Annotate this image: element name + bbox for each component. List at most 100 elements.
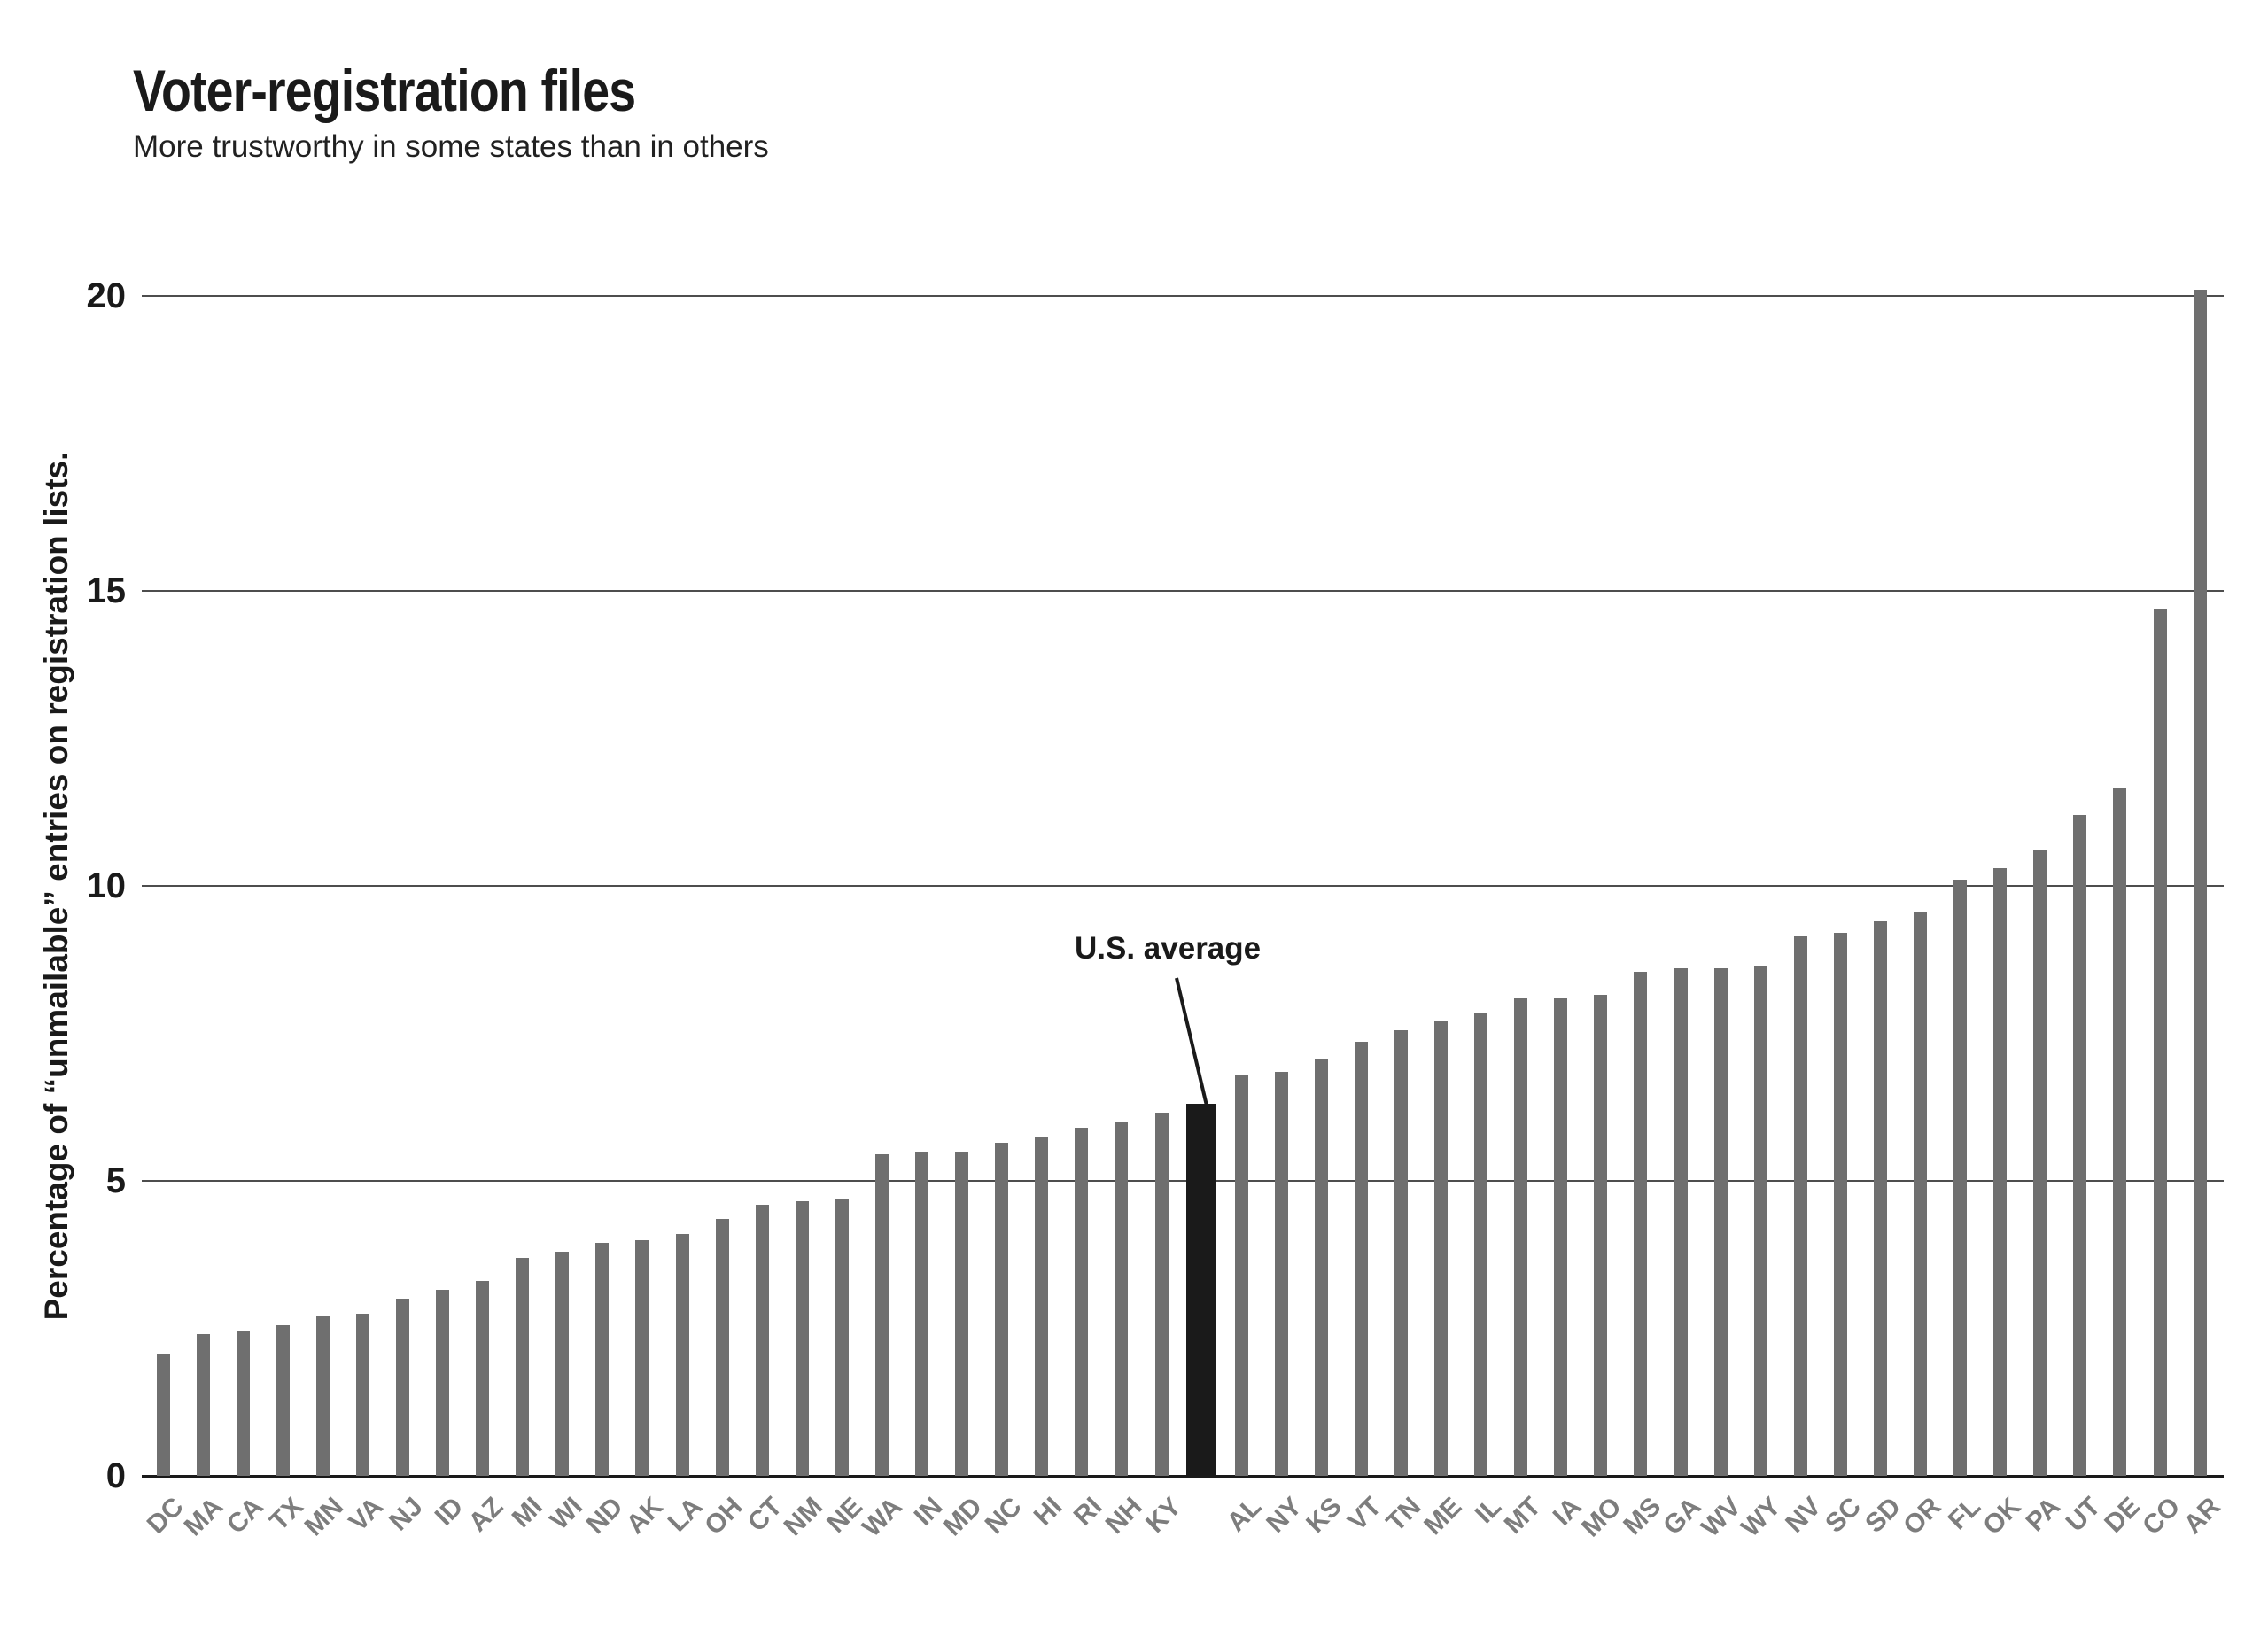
- x-label-az: AZ: [462, 1492, 509, 1538]
- x-label-wa: WA: [857, 1492, 908, 1543]
- x-label-sd: SD: [1859, 1492, 1907, 1539]
- us-average-annotation: U.S. average: [1075, 931, 1262, 966]
- bar-ne: [835, 1198, 849, 1476]
- x-label-mi: MI: [507, 1492, 549, 1533]
- bar-wv: [1713, 968, 1728, 1476]
- x-label-pa: PA: [2020, 1492, 2067, 1538]
- bar-id: [436, 1290, 450, 1476]
- x-label-or: OR: [1897, 1492, 1946, 1541]
- gridline-0: [142, 1475, 2224, 1478]
- bar-sc: [1833, 933, 1847, 1476]
- bar-mi: [516, 1257, 530, 1476]
- x-label-ut: UT: [2060, 1492, 2107, 1538]
- x-label-ks: KS: [1300, 1492, 1348, 1539]
- bar-ga: [1674, 968, 1688, 1476]
- bar-mo: [1594, 995, 1608, 1476]
- bar-de: [2113, 788, 2127, 1476]
- x-label-vt: VT: [1342, 1492, 1387, 1537]
- gridline-10: [142, 885, 2224, 887]
- bar-ok: [1993, 868, 2008, 1476]
- bar-ms: [1634, 971, 1648, 1476]
- y-tick-label-15: 15: [86, 571, 127, 610]
- bar-ks: [1314, 1060, 1328, 1476]
- bar-sd: [1873, 920, 1887, 1476]
- bar-tx: [276, 1325, 290, 1476]
- bar-ky: [1154, 1113, 1169, 1476]
- x-label-ri: RI: [1068, 1492, 1108, 1532]
- bar-vt: [1354, 1042, 1368, 1476]
- x-label-ny: NY: [1260, 1492, 1308, 1539]
- gridline-20: [142, 295, 2224, 297]
- bar-ca: [236, 1331, 250, 1476]
- bar-nh: [1115, 1122, 1129, 1476]
- bar-il: [1474, 1013, 1488, 1476]
- x-label-nj: NJ: [384, 1492, 429, 1537]
- bar-dc: [156, 1354, 170, 1476]
- bar-wi: [555, 1251, 570, 1476]
- x-label-de: DE: [2099, 1492, 2147, 1539]
- bar-oh: [715, 1219, 729, 1476]
- x-label-me: ME: [1418, 1492, 1467, 1541]
- x-label-al: AL: [1221, 1492, 1268, 1538]
- bar-nm: [795, 1201, 809, 1476]
- bar-co: [2153, 608, 2167, 1476]
- y-tick-label-20: 20: [86, 276, 127, 315]
- bar-ri: [1075, 1128, 1089, 1476]
- gridline-15: [142, 590, 2224, 592]
- bar-nv: [1793, 935, 1807, 1476]
- bar-u-s-average: [1186, 1104, 1217, 1476]
- x-label-nc: NC: [980, 1492, 1029, 1540]
- bar-pa: [2033, 850, 2047, 1476]
- bar-la: [675, 1233, 689, 1476]
- bar-va: [355, 1313, 369, 1476]
- x-label-wi: WI: [544, 1492, 589, 1536]
- x-label-ca: CA: [221, 1492, 269, 1540]
- bar-in: [915, 1151, 929, 1476]
- bar-ak: [635, 1239, 649, 1476]
- x-label-mt: MT: [1499, 1492, 1548, 1540]
- x-label-mn: MN: [299, 1492, 349, 1542]
- bar-az: [476, 1281, 490, 1476]
- bar-ma: [196, 1334, 210, 1476]
- bar-ct: [755, 1204, 769, 1476]
- bar-fl: [1953, 880, 1968, 1476]
- x-label-nd: ND: [580, 1492, 629, 1540]
- bar-hi: [1035, 1137, 1049, 1476]
- chart-subtitle: More trustworthy in some states than in …: [133, 129, 769, 164]
- x-label-hi: HI: [1028, 1492, 1068, 1532]
- bar-al: [1234, 1075, 1248, 1476]
- x-label-la: LA: [662, 1492, 709, 1538]
- x-label-sc: SC: [1819, 1492, 1867, 1539]
- bar-mt: [1514, 997, 1528, 1476]
- x-label-nv: NV: [1779, 1492, 1827, 1539]
- bar-tn: [1394, 1030, 1408, 1476]
- bar-ut: [2073, 815, 2087, 1476]
- x-label-va: VA: [343, 1492, 389, 1538]
- x-label-tn: TN: [1381, 1492, 1427, 1538]
- bar-wy: [1753, 965, 1767, 1476]
- gridline-5: [142, 1180, 2224, 1182]
- x-label-ar: AR: [2178, 1492, 2226, 1540]
- y-tick-label-5: 5: [105, 1161, 126, 1200]
- bar-md: [955, 1151, 969, 1476]
- x-label-fl: FL: [1942, 1492, 1986, 1536]
- chart-title: Voter-registration files: [133, 58, 636, 123]
- bar-nj: [395, 1299, 409, 1476]
- bar-ia: [1554, 997, 1568, 1476]
- y-tick-label-0: 0: [105, 1456, 126, 1495]
- x-label-tx: TX: [264, 1492, 309, 1537]
- bar-mn: [315, 1316, 330, 1476]
- bar-ar: [2193, 290, 2207, 1476]
- x-label-ok: OK: [1977, 1492, 2027, 1541]
- bar-ny: [1274, 1071, 1288, 1476]
- bar-wa: [874, 1154, 889, 1476]
- x-label-ne: NE: [820, 1492, 868, 1539]
- bar-or: [1914, 912, 1928, 1476]
- x-label-ct: CT: [742, 1492, 788, 1538]
- x-label-ky: KY: [1140, 1492, 1188, 1539]
- x-label-id: ID: [429, 1492, 469, 1532]
- bar-me: [1434, 1021, 1449, 1476]
- bar-nc: [995, 1142, 1009, 1476]
